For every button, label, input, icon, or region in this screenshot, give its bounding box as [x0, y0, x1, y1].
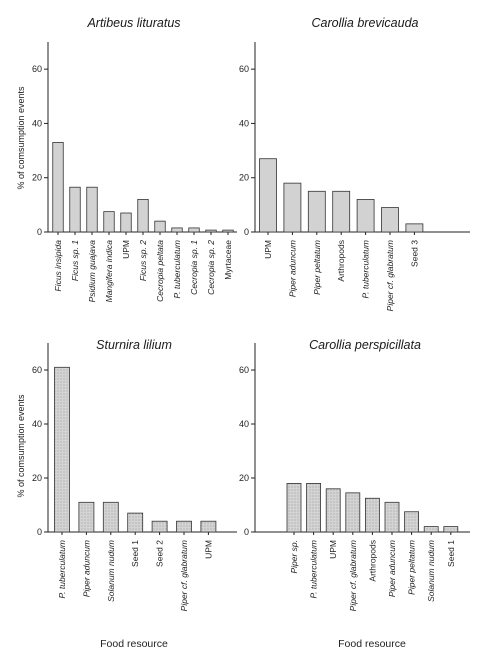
x-tick-label: Mangifera indica	[104, 240, 114, 303]
x-tick-label: P. tuberculatum	[172, 240, 182, 298]
x-tick-label: Psidium guajava	[87, 240, 97, 303]
x-tick-label: Seed 1	[446, 540, 456, 567]
bar	[222, 229, 234, 233]
x-tick-label: Solanum nudum	[106, 540, 116, 602]
bar	[120, 212, 132, 233]
y-tick-label: 0	[244, 227, 249, 237]
bar	[404, 511, 420, 533]
bar	[127, 512, 144, 533]
x-tick-label: UPM	[121, 240, 131, 259]
bar	[356, 199, 375, 233]
bar	[154, 220, 166, 233]
x-tick-label: Piper peltatum	[312, 240, 322, 295]
x-tick-label: Arthropods	[367, 540, 377, 582]
panel-carollia-perspicillata: Carollia perspicillata Food resource 0 20…	[239, 338, 470, 650]
bar	[364, 497, 380, 533]
x-tick-label: UPM	[263, 240, 273, 259]
y-tick-label: 0	[37, 527, 42, 537]
y-tick-label: 20	[32, 473, 42, 483]
bar	[205, 229, 217, 233]
x-tick-label: UPM	[203, 540, 213, 559]
bar	[443, 526, 459, 533]
bar	[405, 223, 424, 233]
y-tick-label: 40	[239, 419, 249, 429]
bar	[332, 190, 351, 233]
x-tick-label: Ficus insipida	[53, 240, 63, 292]
panel-carollia-brevicauda: Carollia brevicauda 0 20 40 60 UPM Piper adun…	[239, 16, 470, 311]
x-tick-label: Piper peltatum	[407, 540, 417, 595]
bar	[423, 526, 439, 533]
x-tick-label: Ficus sp. 2	[138, 240, 148, 281]
x-tick-label: Piper cf. glabratum	[179, 540, 189, 611]
x-tick-label: Cecropia sp. 1	[189, 240, 199, 295]
x-tick-label: Cecropia peltata	[155, 240, 165, 302]
y-tick-label: 20	[239, 173, 249, 183]
bar	[188, 227, 200, 233]
y-tick-label: 0	[37, 227, 42, 237]
y-tick-label: 40	[239, 118, 249, 128]
y-axis-label: % of comsumption events	[16, 86, 26, 190]
x-tick-label: Ficus sp. 1	[70, 240, 80, 281]
bar	[54, 366, 70, 533]
panel-sturnira-lilium: Sturnira lilium % of comsumption events …	[16, 338, 237, 650]
x-tick-label: Seed 2	[155, 540, 165, 567]
x-tick-label: Cecropia sp. 2	[206, 240, 216, 295]
y-tick-label: 60	[239, 64, 249, 74]
x-tick-label: Arthropods	[336, 240, 346, 282]
panel-artibeus-lituratus: Artibeus lituratus % of comsumption even…	[16, 16, 237, 302]
x-axis-label: Food resource	[338, 638, 406, 650]
bar	[78, 501, 95, 533]
y-tick-label: 0	[244, 527, 249, 537]
bar	[259, 158, 277, 233]
bar	[176, 520, 192, 533]
chart-title: Carollia perspicillata	[309, 338, 421, 352]
x-tick-label: UPM	[328, 540, 338, 559]
bar	[200, 520, 217, 533]
bar	[86, 186, 98, 233]
x-tick-label: Piper aduncum	[287, 240, 297, 297]
y-tick-label: 20	[239, 473, 249, 483]
x-tick-label: Seed 1	[130, 540, 140, 567]
x-tick-label: Piper cf. glabratum	[348, 540, 358, 611]
x-tick-label: Piper aduncum	[387, 540, 397, 597]
x-axis-label: Food resource	[100, 638, 168, 650]
x-tick-label: Solanum nudum	[426, 540, 436, 602]
bar	[345, 492, 361, 533]
y-tick-label: 40	[32, 118, 42, 128]
chart-title: Artibeus lituratus	[86, 16, 180, 30]
chart-title: Carollia brevicauda	[311, 16, 418, 30]
y-tick-label: 60	[32, 365, 42, 375]
bar	[325, 488, 341, 533]
y-tick-label: 20	[32, 173, 42, 183]
x-tick-label: Seed 3	[409, 240, 419, 267]
bar	[286, 482, 302, 533]
x-tick-label: Piper sp.	[289, 540, 299, 574]
bar	[151, 520, 168, 533]
x-tick-label: P. tuberculatum	[57, 540, 67, 598]
chart-title: Sturnira lilium	[96, 338, 172, 352]
y-tick-label: 60	[32, 64, 42, 74]
x-tick-label: Piper aduncum	[81, 540, 91, 597]
bar	[306, 482, 322, 533]
bar	[381, 207, 399, 233]
x-tick-label: Myrtaceae	[223, 240, 233, 280]
x-tick-label: P. tuberculatum	[309, 540, 319, 598]
bar	[102, 501, 119, 533]
x-tick-label: P. tuberculatum	[361, 240, 371, 298]
bar	[307, 190, 326, 233]
bar	[52, 142, 64, 233]
bar	[283, 182, 302, 233]
bar	[137, 199, 149, 233]
bar	[69, 186, 81, 233]
y-tick-label: 60	[239, 365, 249, 375]
bar	[384, 501, 400, 533]
bar	[171, 227, 183, 233]
y-tick-label: 40	[32, 419, 42, 429]
y-axis-label: % of comsumption events	[16, 394, 26, 498]
bar	[103, 211, 115, 233]
x-tick-label: Piper cf. glabratum	[385, 240, 395, 311]
